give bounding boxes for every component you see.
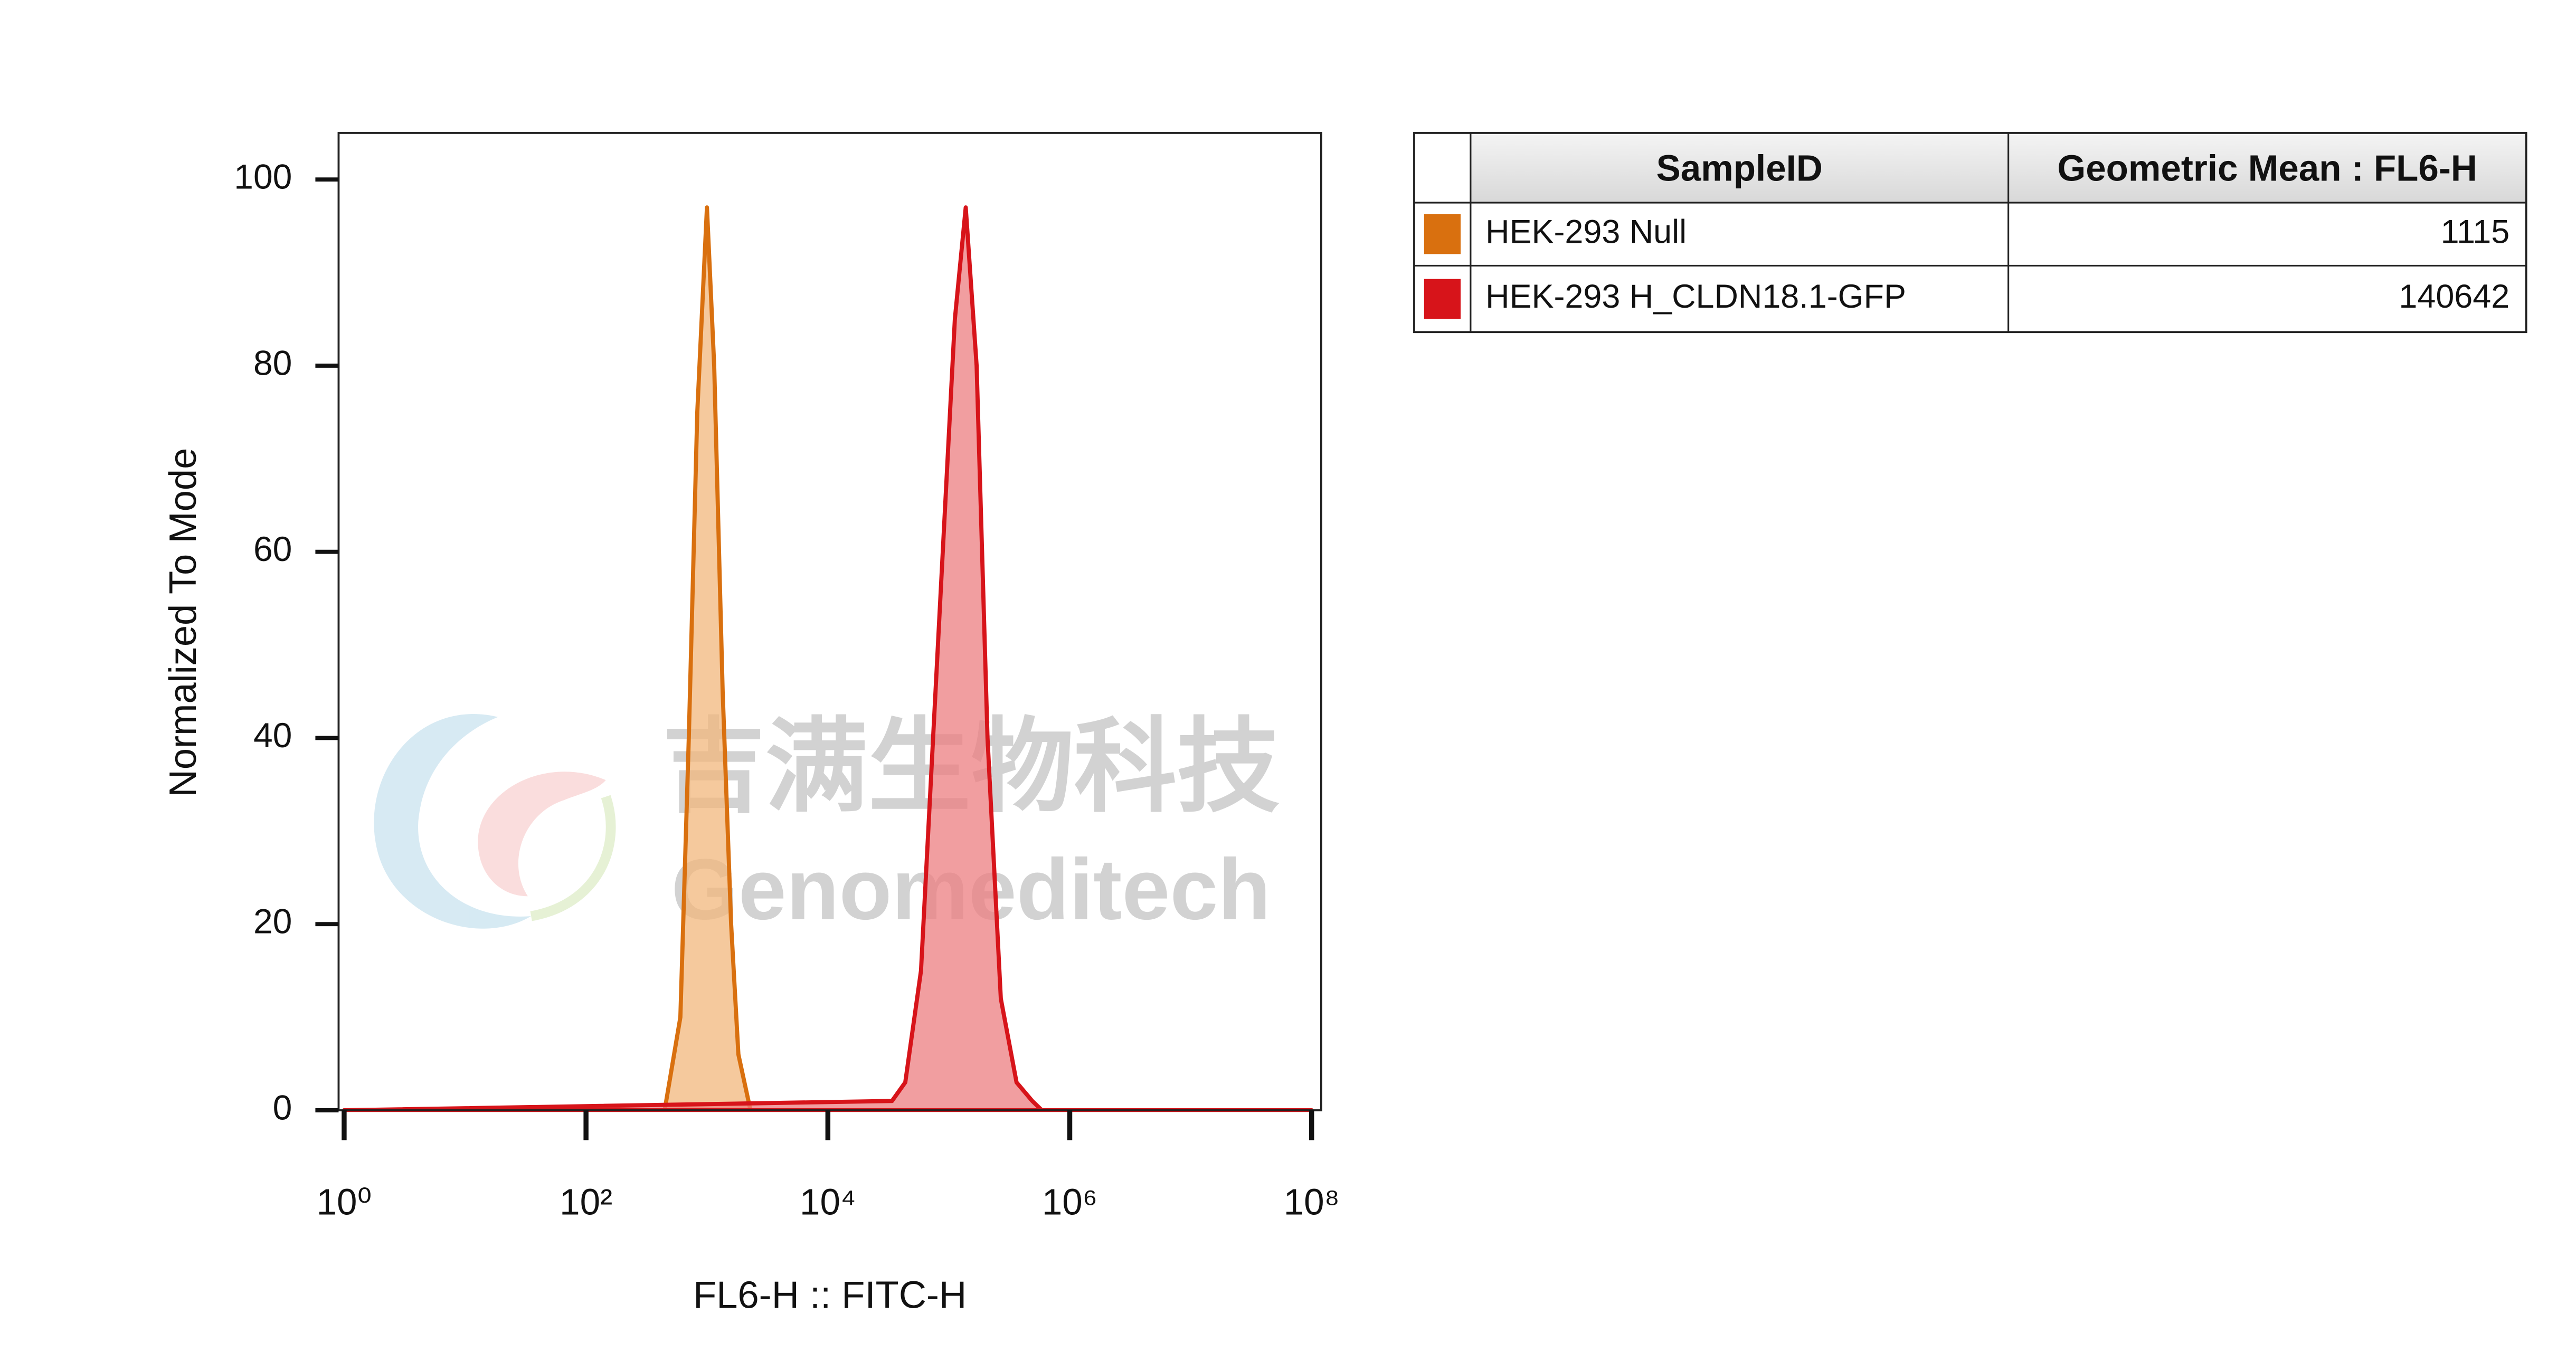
legend-swatch	[1424, 214, 1461, 254]
y-tick-label: 60	[253, 529, 292, 568]
legend-entry: HEK-293 Null	[1485, 213, 1687, 250]
x-tick-label: 10²	[560, 1181, 612, 1222]
histogram-area	[342, 205, 1314, 1112]
x-tick-label: 10⁶	[1042, 1181, 1097, 1222]
table-header: SampleID	[1656, 148, 1823, 189]
y-tick-label: 20	[253, 902, 292, 941]
y-tick-label: 80	[253, 343, 292, 382]
y-tick-label: 0	[273, 1088, 292, 1127]
histogram-area	[342, 205, 1314, 1112]
x-tick-label: 10⁰	[317, 1181, 372, 1222]
y-tick-label: 40	[253, 716, 292, 755]
legend-swatch	[1424, 279, 1461, 319]
table-frame	[1413, 132, 2527, 334]
x-tick-label: 10⁸	[1284, 1181, 1340, 1222]
table-header-bg	[1470, 132, 2526, 203]
y-tick-label: 100	[234, 157, 292, 196]
x-tick-label: 10⁴	[800, 1181, 856, 1222]
table-value: 1115	[2441, 213, 2510, 250]
y-axis-title: Normalized To Mode	[162, 448, 204, 797]
plot-frame	[337, 132, 1322, 1111]
plot-area	[342, 205, 1314, 1112]
table-header: Geometric Mean : FL6-H	[2057, 148, 2477, 189]
legend-table: SampleID Geometric Mean : FL6-H HEK-293 …	[1413, 132, 2527, 334]
table-value: 140642	[2399, 278, 2509, 315]
legend-entry: HEK-293 H_CLDN18.1-GFP	[1485, 278, 1906, 315]
x-axis-title: FL6-H :: FITC-H	[693, 1274, 967, 1316]
watermark-logo	[374, 714, 616, 929]
